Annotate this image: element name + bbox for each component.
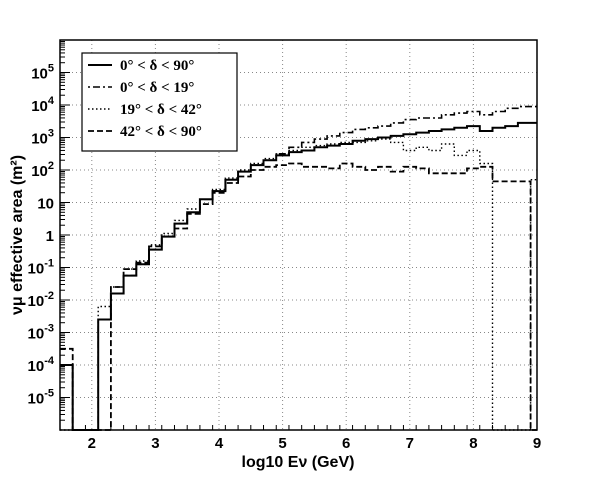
y-tick-label: 102: [31, 160, 54, 180]
legend-box: [81, 52, 238, 152]
y-tick-label: 10-3: [28, 323, 54, 343]
x-tick-label: 8: [469, 435, 477, 452]
axis-ticks: [59, 40, 532, 431]
series-layer: [60, 105, 537, 431]
x-tick-label: 2: [88, 435, 96, 452]
y-tick-label: 10-5: [28, 388, 54, 408]
x-tick-label: 4: [215, 435, 224, 452]
series-line-4: [60, 162, 537, 431]
x-tick-labels: 2 3 4 5 6 7 8 9: [88, 435, 542, 452]
y-tick-labels: 10-5 10-4 10-3 10-2 10-1 1 10 102 103 104 105: [28, 63, 55, 408]
y-tick-label: 10-2: [28, 290, 54, 310]
x-tick-label: 6: [342, 435, 350, 452]
series-line-3: [60, 138, 537, 431]
legend-label-1: 0° < δ < 90°: [120, 58, 194, 74]
x-tick-label: 9: [533, 435, 541, 452]
y-tick-label: 104: [31, 95, 55, 115]
x-axis-title: log10 Eν (GeV): [242, 454, 355, 471]
legend-label-3: 19° < δ < 42°: [120, 102, 202, 118]
y-tick-label: 10-4: [28, 355, 55, 375]
y-tick-label: 103: [31, 128, 54, 148]
y-tick-label: 10: [37, 196, 54, 213]
y-tick-label: 105: [31, 63, 54, 83]
y-tick-label: 1: [46, 228, 54, 245]
x-tick-label: 7: [406, 435, 414, 452]
y-axis-title: νμ effective area (m²): [9, 155, 26, 315]
legend-label-4: 42° < δ < 90°: [120, 124, 202, 140]
x-tick-label: 3: [151, 435, 159, 452]
legend-label-2: 0° < δ < 19°: [120, 80, 194, 96]
legend: 0° < δ < 90° 0° < δ < 19° 19° < δ < 42° 42°…: [81, 52, 238, 152]
y-tick-label: 10-1: [28, 258, 54, 278]
series-line-2: [60, 105, 537, 431]
x-tick-label: 5: [278, 435, 286, 452]
